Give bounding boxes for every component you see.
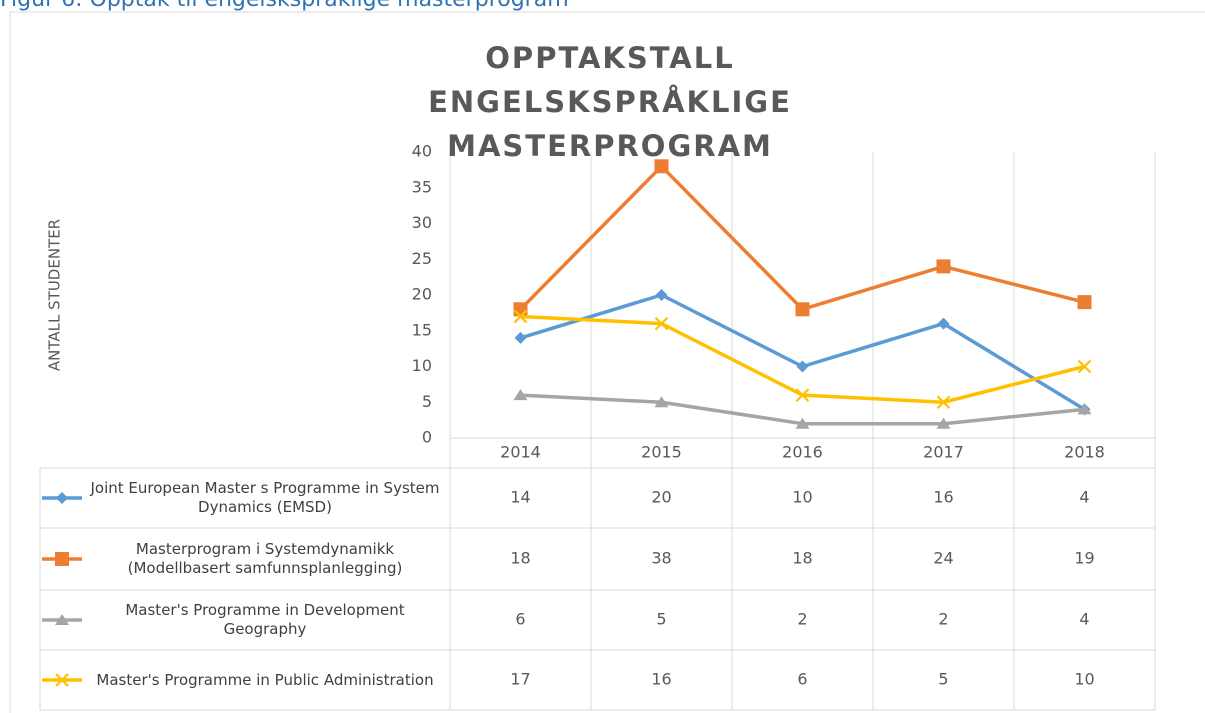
- x-tick-label: 2015: [641, 443, 682, 462]
- marker: [1077, 403, 1092, 415]
- table-value: 5: [656, 610, 666, 629]
- chart-frame: [9, 11, 1205, 713]
- marker: [654, 316, 669, 331]
- chart-title: OPPTAKSTALL ENGELSKSPRÅKLIGE MASTERPROGR…: [428, 41, 792, 163]
- x-tick-label: 2016: [782, 443, 823, 462]
- x-tick-label: 2017: [923, 443, 964, 462]
- legend-entry: Masterprogram i Systemdynamikk (Modellba…: [40, 528, 450, 590]
- marker: [795, 417, 810, 429]
- legend-label: Master's Programme in Development Geogra…: [125, 601, 405, 638]
- y-tick-label: 15: [412, 320, 432, 339]
- marker: [936, 259, 951, 274]
- y-tick-label: 10: [412, 356, 432, 375]
- table-value: 18: [792, 549, 812, 568]
- marker: [936, 395, 951, 410]
- legend-icon: [42, 673, 82, 687]
- table-value: 4: [1079, 610, 1089, 629]
- table-value: 18: [510, 549, 530, 568]
- table-value: 17: [510, 670, 530, 689]
- marker: [1077, 359, 1092, 374]
- marker: [654, 159, 669, 174]
- legend-icon: [42, 614, 82, 625]
- marker: [55, 552, 69, 566]
- table-value: 4: [1079, 488, 1089, 507]
- caption: Figur 6: Opptak til engelskspråklige mas…: [0, 0, 569, 12]
- series-line: [519, 164, 1085, 312]
- table-value: 19: [1074, 549, 1094, 568]
- marker: [795, 302, 810, 317]
- marker: [654, 396, 669, 408]
- marker: [55, 614, 69, 625]
- y-tick-label: 5: [422, 392, 432, 411]
- legend-icon: [42, 492, 82, 504]
- marker: [56, 492, 68, 504]
- y-tick-label: 35: [412, 177, 432, 196]
- marker: [936, 417, 951, 429]
- table-value: 24: [933, 549, 953, 568]
- table-value: 38: [651, 549, 671, 568]
- table-value: 5: [938, 670, 948, 689]
- x-tick-label: 2014: [500, 443, 541, 462]
- y-tick-label: 30: [412, 213, 432, 232]
- table-value: 2: [938, 610, 948, 629]
- y-tick-label: 25: [412, 249, 432, 268]
- legend-label: Joint European Master s Programme in Sys…: [90, 479, 440, 516]
- legend-entry: Joint European Master s Programme in Sys…: [40, 468, 450, 528]
- y-tick-label: 20: [412, 285, 432, 304]
- table-value: 16: [651, 670, 671, 689]
- marker: [937, 317, 950, 330]
- marker: [1077, 295, 1092, 310]
- table-value: 10: [1074, 670, 1094, 689]
- y-tick-label: 40: [412, 142, 432, 161]
- table-value: 20: [651, 488, 671, 507]
- legend-label: Masterprogram i Systemdynamikk (Modellba…: [127, 540, 403, 577]
- marker: [513, 302, 528, 317]
- legend-icon: [42, 552, 82, 566]
- table-value: 16: [933, 488, 953, 507]
- table-value: 6: [797, 670, 807, 689]
- marker: [55, 673, 69, 687]
- table-value: 14: [510, 488, 530, 507]
- marker: [514, 331, 527, 344]
- legend-entry: Master's Programme in Public Administrat…: [40, 650, 450, 710]
- table-value: 2: [797, 610, 807, 629]
- marker: [655, 289, 668, 301]
- x-tick-label: 2018: [1064, 443, 1105, 462]
- table-value: 10: [792, 488, 812, 507]
- legend-label: Master's Programme in Public Administrat…: [96, 670, 434, 689]
- y-tick-label: 0: [422, 428, 432, 447]
- marker: [796, 360, 809, 373]
- marker: [513, 389, 528, 401]
- marker: [795, 388, 810, 402]
- marker: [513, 309, 528, 324]
- legend-entry: Master's Programme in Development Geogra…: [40, 590, 450, 650]
- table-value: 6: [515, 610, 525, 629]
- y-axis-label: ANTALL STUDENTER: [46, 219, 64, 371]
